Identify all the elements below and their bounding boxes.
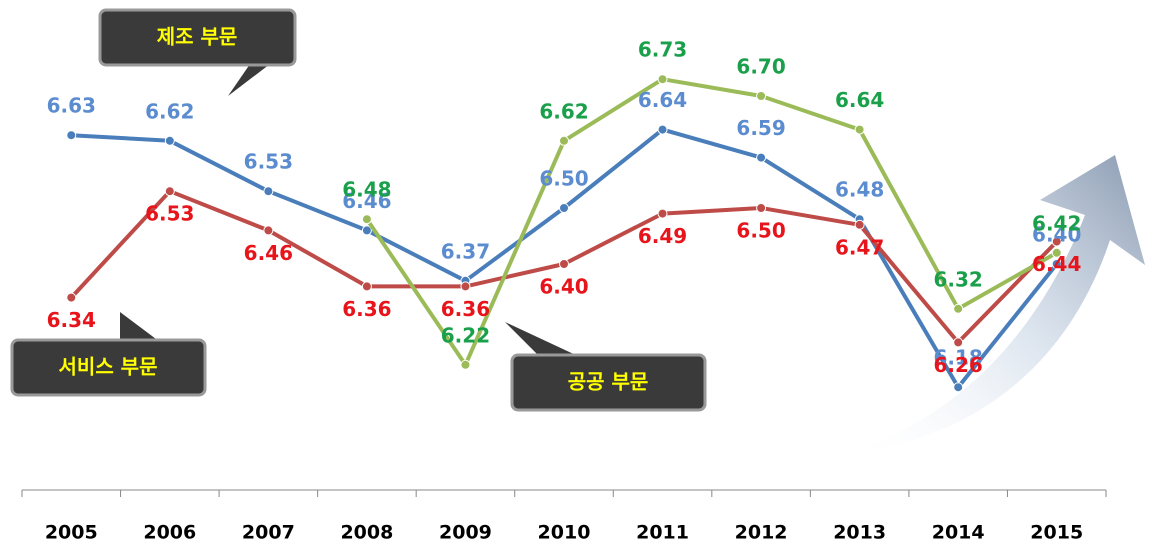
data-label: 6.48 [342, 178, 391, 202]
data-label: 6.46 [244, 241, 293, 265]
x-tick-label: 2013 [833, 522, 886, 544]
data-label: 6.50 [539, 167, 588, 191]
point [757, 153, 766, 162]
point [658, 209, 667, 218]
data-label: 6.70 [736, 55, 785, 79]
callout: 서비스 부문 [12, 312, 205, 395]
series-line [367, 79, 1057, 365]
point [954, 383, 963, 392]
x-tick-label: 2012 [735, 522, 788, 544]
point [560, 204, 569, 213]
x-tick-label: 2011 [636, 522, 689, 544]
data-label: 6.63 [47, 94, 96, 118]
point [560, 136, 569, 145]
chart: 6.636.626.536.466.376.506.646.596.486.18… [0, 0, 1154, 549]
x-tick-label: 2005 [45, 522, 98, 544]
data-label: 6.47 [835, 235, 884, 259]
data-label: 6.48 [835, 178, 884, 202]
point [264, 187, 273, 196]
callout: 공공 부문 [505, 322, 705, 410]
callout-label: 제조 부문 [157, 25, 238, 49]
point [461, 360, 470, 369]
point [362, 215, 371, 224]
callout-label: 서비스 부문 [59, 355, 158, 379]
x-tick-label: 2010 [538, 522, 591, 544]
data-label: 6.62 [539, 99, 588, 123]
point [658, 75, 667, 84]
x-tick-label: 2007 [242, 522, 295, 544]
data-label: 6.42 [1032, 211, 1081, 235]
data-label: 6.34 [47, 308, 96, 332]
data-label: 6.22 [441, 323, 490, 347]
x-tick-label: 2008 [340, 522, 393, 544]
point [67, 131, 76, 140]
data-label: 6.62 [145, 99, 194, 123]
data-label: 6.50 [736, 219, 785, 243]
x-tick-label: 2014 [932, 522, 985, 544]
point [362, 282, 371, 291]
x-tick-label: 2009 [439, 522, 492, 544]
point [855, 125, 864, 134]
data-label: 6.49 [638, 224, 687, 248]
callout-label: 공공 부문 [568, 370, 649, 394]
callout: 제조 부문 [100, 10, 295, 96]
point [954, 304, 963, 313]
point [67, 293, 76, 302]
data-label: 6.73 [638, 38, 687, 62]
point [461, 282, 470, 291]
point [658, 125, 667, 134]
data-label: 6.53 [145, 202, 194, 226]
point [560, 260, 569, 269]
point [165, 136, 174, 145]
data-label: 6.64 [638, 88, 687, 112]
data-label: 6.64 [835, 88, 884, 112]
x-tick-label: 2015 [1030, 522, 1083, 544]
data-label: 6.36 [441, 297, 490, 321]
data-label: 6.32 [934, 267, 983, 291]
data-label: 6.44 [1032, 252, 1081, 276]
data-label: 6.26 [934, 353, 983, 377]
point [855, 220, 864, 229]
x-tick-label: 2006 [143, 522, 196, 544]
point [264, 226, 273, 235]
data-label: 6.40 [539, 275, 588, 299]
point [757, 204, 766, 213]
point [757, 92, 766, 101]
data-label: 6.36 [342, 297, 391, 321]
point [165, 187, 174, 196]
data-label: 6.59 [736, 116, 785, 140]
data-label: 6.53 [244, 150, 293, 174]
data-label: 6.37 [441, 239, 490, 263]
